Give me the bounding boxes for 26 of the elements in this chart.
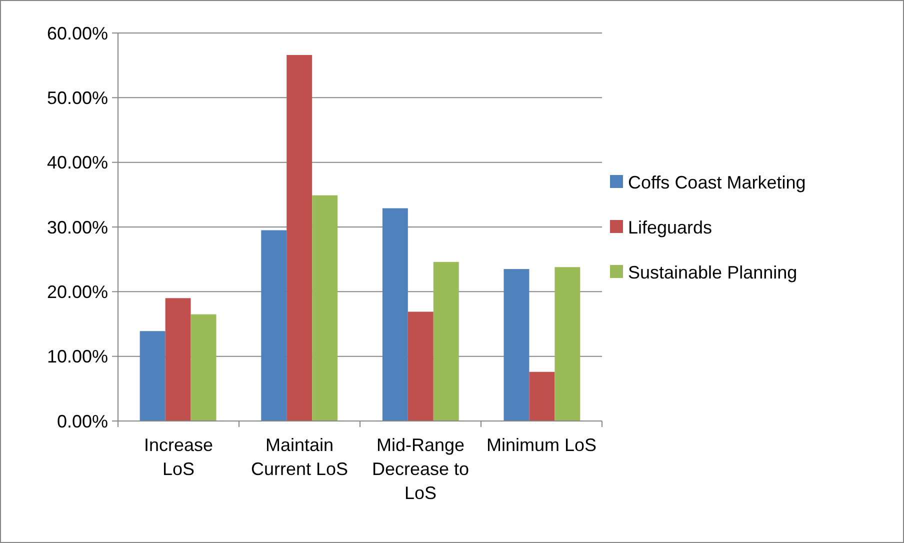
y-tick-label: 0.00% xyxy=(56,411,108,432)
bar xyxy=(382,208,408,421)
y-tick-label: 30.00% xyxy=(46,217,108,238)
x-tick-label: Mid-Range Decrease to LoS xyxy=(372,435,470,503)
bar xyxy=(433,262,459,421)
bar xyxy=(140,331,166,421)
y-tick-label: 10.00% xyxy=(46,346,108,367)
x-tick-label: Increase LoS xyxy=(144,435,214,479)
bar xyxy=(261,230,287,421)
legend-label: Lifeguards xyxy=(628,217,712,238)
x-tick-label: Maintain Current LoS xyxy=(250,435,348,479)
bar xyxy=(312,195,338,421)
bar xyxy=(190,314,216,421)
bar xyxy=(529,372,555,421)
bar xyxy=(504,269,530,421)
bar xyxy=(554,267,580,421)
bar xyxy=(286,54,312,421)
y-tick-label: 20.00% xyxy=(46,282,108,302)
y-tick-label: 40.00% xyxy=(46,152,108,173)
y-tick-label: 60.00% xyxy=(46,23,108,44)
bar xyxy=(165,298,191,421)
bar xyxy=(408,312,434,421)
legend-label: Sustainable Planning xyxy=(628,262,798,282)
legend-label: Coffs Coast Marketing xyxy=(628,172,806,192)
x-tick-label: Minimum LoS xyxy=(486,435,597,455)
y-tick-label: 50.00% xyxy=(46,88,108,108)
